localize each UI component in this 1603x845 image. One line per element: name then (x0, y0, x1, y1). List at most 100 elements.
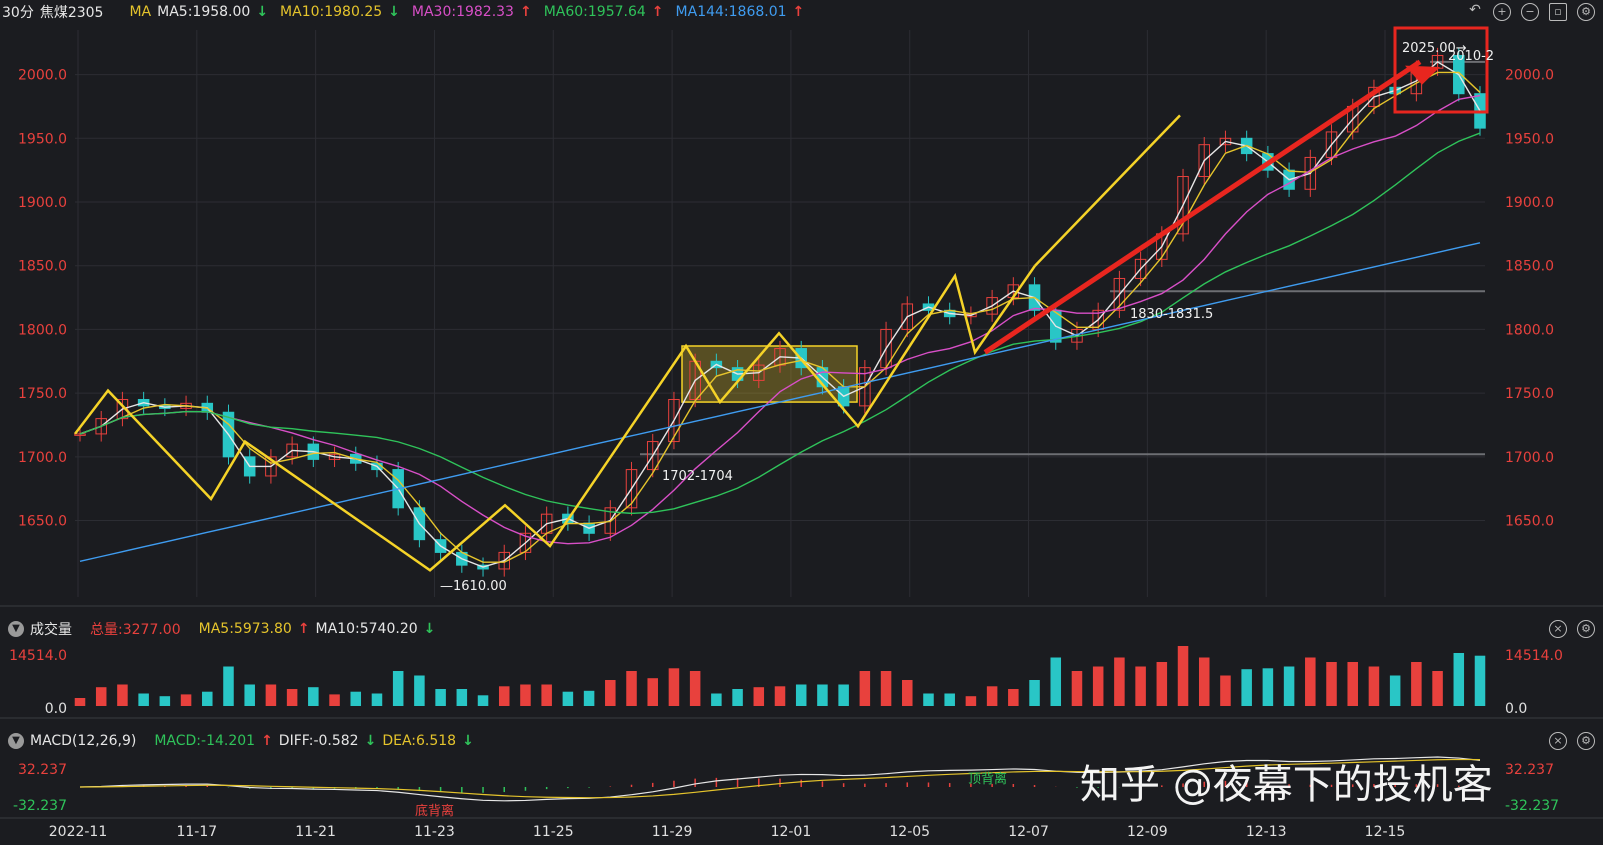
x-tick-label: 12-15 (1365, 824, 1406, 840)
volume-settings-icon[interactable]: ⚙ (1577, 620, 1595, 638)
bottom-divergence-label: 底背离 (415, 803, 454, 819)
y-tick-label-right: 1950.0 (1505, 131, 1554, 147)
candle-body (1134, 258, 1147, 279)
volume-bar (1071, 671, 1083, 706)
candle-body (646, 441, 659, 471)
zoom-out-icon[interactable]: − (1521, 3, 1539, 21)
volume-bar (1198, 657, 1210, 706)
volume-bar (159, 696, 171, 706)
x-tick-label: 11-25 (533, 824, 574, 840)
ma144-line (79, 242, 1481, 563)
volume-bar (1283, 666, 1295, 706)
volume-bar (138, 693, 149, 706)
candle-body (116, 399, 129, 420)
volume-bar (923, 693, 934, 706)
collapse-macd-icon[interactable]: ▼ (8, 733, 24, 749)
dea-value: DEA:6.518 (382, 733, 457, 749)
y-tick-label-right: 1800.0 (1505, 322, 1554, 338)
ma60-value: MA60:1957.64 (543, 4, 646, 20)
macd-axis-bottom-right: -32.237 (1505, 798, 1559, 814)
volume-bar (689, 671, 701, 706)
volume-bar (74, 698, 86, 706)
candle-body (498, 551, 511, 570)
volume-bar (244, 684, 255, 706)
x-tick-label: 12-09 (1127, 824, 1168, 840)
settings-icon[interactable]: ⚙ (1577, 3, 1595, 21)
undo-icon[interactable]: ↶ (1469, 2, 1481, 18)
volume-bar (711, 693, 722, 706)
volume-bar (1411, 662, 1422, 706)
volume-bar (350, 691, 362, 706)
zigzag-extension (1034, 114, 1181, 267)
y-tick-label-left: 2000.0 (18, 68, 67, 84)
ma10-line (79, 71, 1481, 563)
collapse-volume-icon[interactable]: ▼ (8, 621, 24, 637)
volume-bar (986, 686, 998, 706)
close-macd-icon[interactable]: × (1549, 732, 1567, 750)
volume-bar (817, 684, 828, 706)
chart-toolbar: ↶ + − ▫ ⚙ (1467, 3, 1595, 21)
volume-ma5-up-arrow-icon: ↑ (297, 621, 310, 637)
volume-title[interactable]: 成交量 (30, 622, 72, 638)
y-tick-label-right: 1750.0 (1505, 386, 1554, 402)
window-icon[interactable]: ▫ (1549, 3, 1567, 21)
x-tick-label: 11-21 (295, 824, 336, 840)
volume-bar (308, 687, 319, 706)
volume-bar (626, 671, 637, 706)
macd-histogram (79, 756, 1481, 802)
price-annotations: 2025.00→2010-2 1830-1831.5 1702-1704 —1610.… (440, 41, 1494, 594)
volume-bar (1029, 680, 1040, 706)
volume-bar (371, 693, 383, 706)
volume-bar (414, 675, 425, 706)
candle-body (668, 399, 680, 443)
volume-bar (1368, 666, 1380, 706)
highlight-box (1393, 26, 1489, 114)
volume-bar (1305, 657, 1316, 706)
y-tick-label-right: 1900.0 (1505, 195, 1554, 211)
candle-body (604, 507, 617, 534)
top-divergence-label: 顶背离 (968, 771, 1007, 787)
macd-up-arrow-icon: ↑ (261, 733, 273, 749)
symbol-label[interactable]: 焦煤2305 (39, 5, 104, 21)
volume-axis-top-left: 14514.0 (9, 648, 67, 664)
volume-total: 总量:3277.00 (90, 622, 181, 638)
volume-bar (562, 691, 574, 706)
macd-axis-top-left: 32.237 (18, 762, 67, 778)
ma144-up-arrow-icon: ↑ (792, 4, 805, 20)
x-tick-label: 12-07 (1008, 824, 1049, 840)
diff-down-arrow-icon: ↓ (364, 733, 377, 749)
x-tick-label: 11-29 (652, 824, 693, 840)
y-tick-label-right: 1850.0 (1505, 259, 1554, 275)
macd-settings-icon[interactable]: ⚙ (1577, 732, 1595, 750)
price-annotation: 2025.00→ (1402, 41, 1467, 56)
grid-lines (75, 30, 1485, 597)
close-volume-icon[interactable]: × (1549, 620, 1567, 638)
zoom-in-icon[interactable]: + (1493, 3, 1511, 21)
period-label[interactable]: 30分 (2, 5, 34, 21)
ma5-value: MA5:1958.00 (157, 4, 251, 20)
price-annotation: —1610.00 (440, 579, 507, 594)
x-tick-label: 12-05 (889, 824, 930, 840)
ma-label: MA (129, 4, 152, 20)
panel-axes: 14514.0 0.0 14514.0 0.0 32.237 -32.237 32.237 -… (0, 605, 1603, 819)
volume-bar (1262, 668, 1274, 706)
ma10-down-arrow-icon: ↓ (388, 4, 400, 20)
zigzag-line (74, 265, 1037, 572)
candle-body (1219, 137, 1232, 146)
volume-bar (944, 693, 955, 706)
volume-bar (1453, 653, 1465, 706)
y-tick-label-right: 2000.0 (1505, 68, 1554, 84)
y-tick-label-right: 1700.0 (1505, 450, 1554, 466)
volume-axis-bottom-right: 0.0 (1505, 701, 1527, 717)
volume-bar (435, 689, 446, 706)
volume-bar (392, 671, 404, 706)
volume-bar (541, 684, 552, 706)
x-tick-label: 12-01 (771, 824, 812, 840)
volume-bar (1008, 689, 1019, 706)
macd-title[interactable]: MACD(12,26,9) (30, 733, 137, 749)
ma5-down-arrow-icon: ↓ (256, 4, 269, 20)
volume-ma10-down-arrow-icon: ↓ (423, 621, 436, 637)
volume-panel-controls: × ⚙ (1549, 620, 1595, 638)
ma60-line (79, 132, 1481, 515)
volume-bar (1177, 646, 1189, 706)
